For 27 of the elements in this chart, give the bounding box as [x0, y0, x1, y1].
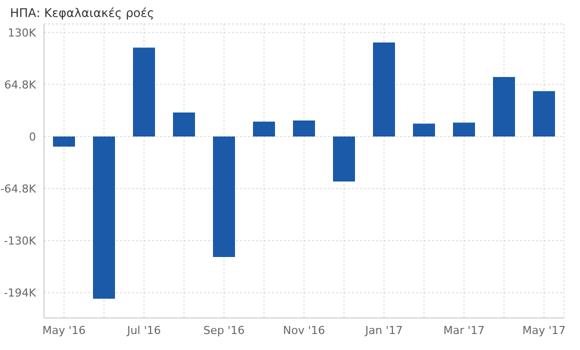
bar: [53, 136, 75, 147]
y-tick-label: 64.8K: [4, 78, 37, 92]
bar: [293, 120, 315, 136]
x-tick-label: Sep '16: [203, 324, 245, 337]
bar: [453, 122, 475, 136]
x-tick-label: Nov '16: [283, 324, 325, 337]
y-tick-label: -130K: [4, 234, 37, 248]
x-tick-label: Mar '17: [443, 324, 485, 337]
chart-title: ΗΠΑ: Κεφαλαιακές ροές: [10, 6, 154, 20]
y-tick-label: -194K: [4, 286, 37, 300]
y-tick-label: 130K: [8, 26, 37, 40]
bar: [93, 136, 115, 299]
x-tick-label: May '17: [522, 324, 566, 337]
y-tick-label: 0: [29, 130, 36, 144]
bar: [213, 136, 235, 257]
bar: [173, 112, 195, 136]
x-tick-label: Jul '16: [126, 324, 161, 337]
bar: [333, 136, 355, 182]
x-tick-label: May '16: [42, 324, 86, 337]
bar: [413, 124, 435, 136]
bar: [493, 77, 515, 136]
bar: [253, 122, 275, 136]
bar: [373, 42, 395, 136]
bar: [133, 48, 155, 136]
y-tick-label: -64.8K: [0, 182, 37, 196]
x-tick-label: Jan '17: [364, 324, 403, 337]
bar: [533, 91, 555, 136]
